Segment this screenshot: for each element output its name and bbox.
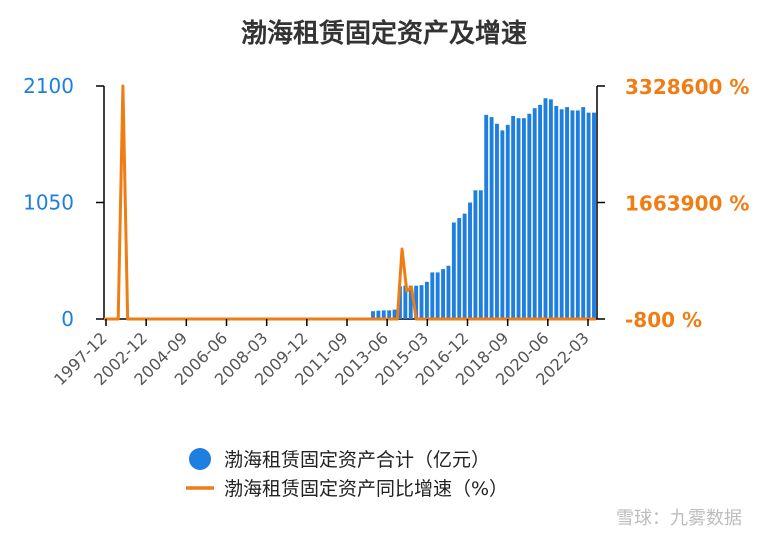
bar xyxy=(414,285,419,319)
right-axis-tick-label: -800 % xyxy=(625,308,702,332)
bar xyxy=(419,285,424,319)
bar xyxy=(424,281,429,319)
bar xyxy=(441,269,446,319)
legend-bar-label: 渤海租赁固定资产合计（亿元） xyxy=(224,449,490,471)
bar xyxy=(403,285,408,319)
bar xyxy=(484,114,489,319)
bar xyxy=(516,118,521,319)
bar xyxy=(451,222,456,319)
right-axis-tick-label: 1663900 % xyxy=(625,192,749,216)
bar xyxy=(489,117,494,319)
bar xyxy=(376,310,381,319)
chart-title: 渤海租赁固定资产及增速 xyxy=(241,18,527,49)
bar xyxy=(462,213,467,319)
bar xyxy=(468,202,472,319)
legend: 渤海租赁固定资产合计（亿元） 渤海租赁固定资产同比增速（%） xyxy=(186,448,508,500)
bar xyxy=(532,108,537,319)
bar xyxy=(505,124,510,319)
legend-line-label: 渤海租赁固定资产同比增速（%） xyxy=(224,478,508,500)
bar xyxy=(511,115,516,319)
right-axis-tick-label: 3328600 % xyxy=(625,75,749,99)
bar xyxy=(387,310,392,319)
bar xyxy=(371,311,375,319)
left-axis-tick-label: 2100 xyxy=(23,74,74,98)
bar xyxy=(392,309,397,319)
bar xyxy=(473,190,478,319)
left-axis-tick-label: 0 xyxy=(61,307,74,331)
bar xyxy=(408,285,413,319)
bar xyxy=(538,104,543,319)
bar xyxy=(548,99,553,319)
bar xyxy=(543,98,548,319)
bar xyxy=(554,105,559,319)
bar xyxy=(500,130,505,319)
bar xyxy=(559,109,564,319)
bar xyxy=(478,190,483,319)
watermark-text: 雪球：九雾数据 xyxy=(616,508,742,529)
bar xyxy=(435,272,440,319)
bar xyxy=(581,107,586,319)
right-axis-ticks: 3328600 % 1663900 % -800 % xyxy=(625,75,749,332)
bar xyxy=(446,265,451,319)
left-axis-ticks: 2100 1050 0 xyxy=(23,74,74,331)
bar xyxy=(430,272,435,319)
bar xyxy=(381,310,386,319)
bar xyxy=(398,286,402,319)
bar xyxy=(565,107,569,319)
bar-series xyxy=(371,98,596,320)
bar xyxy=(592,112,596,319)
x-axis-ticks: 1997-122002-122004-092006-062008-032009-… xyxy=(50,319,593,389)
bar xyxy=(570,110,575,320)
bar xyxy=(457,218,462,319)
left-axis-tick-label: 1050 xyxy=(23,191,74,215)
bar xyxy=(586,112,591,319)
bar xyxy=(527,113,532,319)
bar xyxy=(575,110,580,320)
bar xyxy=(521,118,526,319)
bar xyxy=(495,123,499,319)
legend-bar-marker xyxy=(189,448,211,470)
